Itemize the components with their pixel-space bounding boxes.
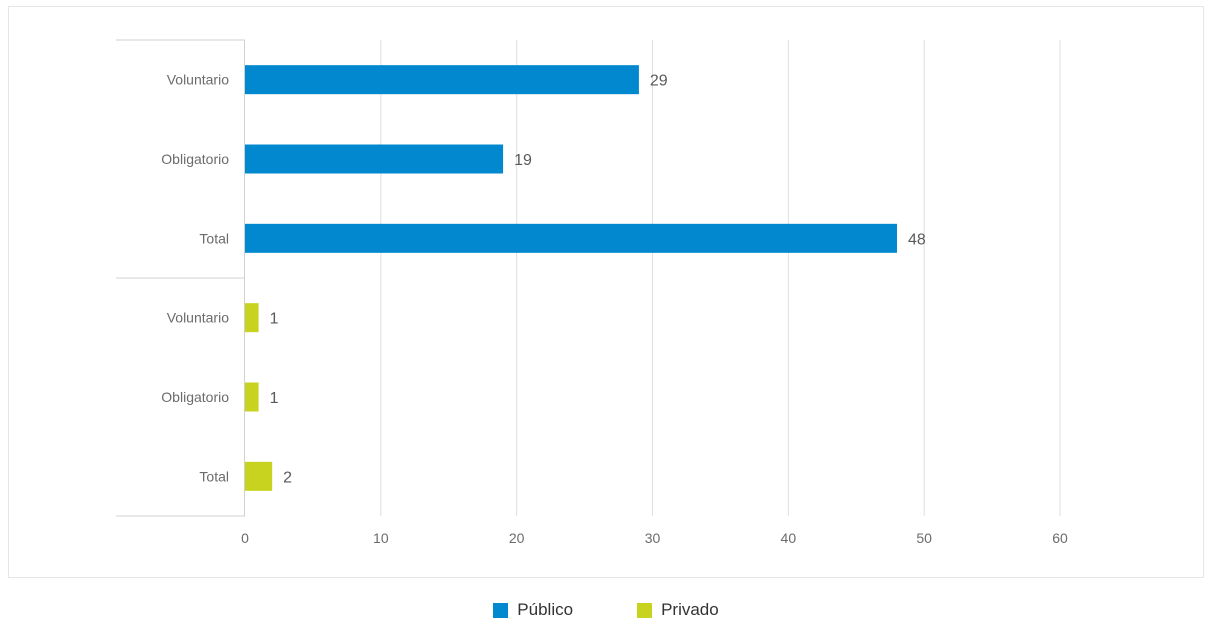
bar (245, 303, 259, 333)
x-tick-label: 20 (509, 530, 525, 546)
bar-value-label: 29 (650, 73, 668, 90)
bar (245, 223, 897, 253)
bar (245, 382, 259, 412)
bar-chart: 0 10 20 30 40 50 60 29 Voluntario 19 Obligatorio 48… (116, 39, 1068, 546)
legend-label-privado: Privado (661, 600, 719, 619)
x-tick-label: 60 (1052, 530, 1068, 546)
bar (245, 461, 273, 491)
legend-item-publico: Público (493, 600, 573, 620)
bar (245, 65, 639, 95)
bar-value-label: 19 (514, 152, 532, 169)
legend-swatch-publico (493, 602, 509, 618)
chart-frame (8, 6, 1204, 578)
legend: Público Privado (0, 600, 1212, 620)
legend-item-privado: Privado (637, 600, 719, 620)
bar (245, 144, 504, 174)
category-label: Obligatorio (161, 389, 229, 405)
bar-value-label: 2 (283, 469, 292, 486)
category-label: Total (199, 230, 229, 246)
bar-value-label: 1 (270, 390, 279, 407)
bar-value-label: 48 (908, 231, 926, 248)
x-tick-label: 30 (645, 530, 661, 546)
x-tick-label: 0 (241, 530, 249, 546)
category-label: Voluntario (167, 72, 229, 88)
category-label: Voluntario (167, 310, 229, 326)
category-label: Obligatorio (161, 151, 229, 167)
bar-value-label: 1 (270, 311, 279, 328)
legend-swatch-privado (637, 602, 653, 618)
legend-label-publico: Público (517, 600, 574, 619)
x-tick-label: 10 (373, 530, 389, 546)
category-label: Total (199, 468, 229, 484)
x-tick-label: 50 (916, 530, 932, 546)
x-tick-label: 40 (781, 530, 797, 546)
